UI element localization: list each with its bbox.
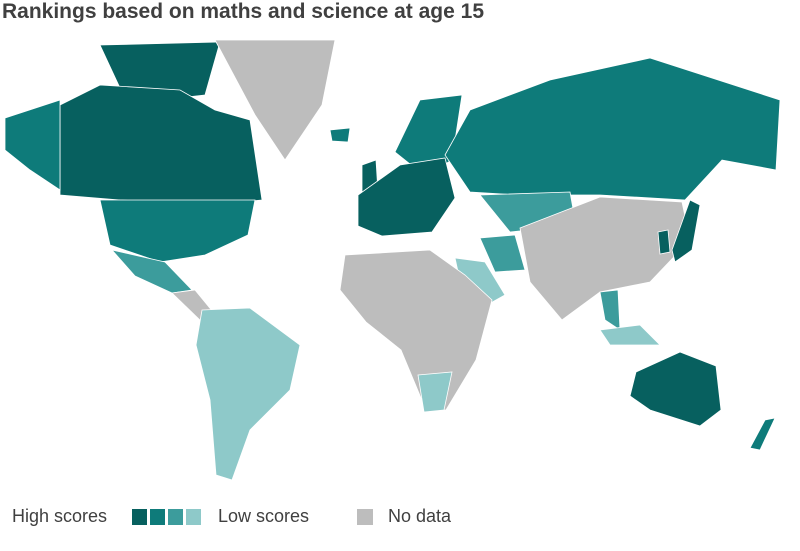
usa: [99, 199, 256, 263]
legend-swatch: [132, 509, 147, 525]
iceland: [329, 127, 351, 143]
iran: [479, 234, 526, 273]
legend-no-data-label: No data: [388, 506, 452, 526]
south-america: [195, 307, 301, 481]
new-zealand: [749, 417, 776, 451]
australia: [629, 351, 722, 427]
southeast-asia: [599, 289, 621, 331]
legend-no-data-swatch: [357, 509, 373, 525]
south-africa: [417, 371, 453, 413]
africa: [339, 249, 493, 411]
alaska: [4, 99, 61, 191]
japan: [671, 199, 701, 263]
legend-high-label: High scores: [12, 506, 107, 526]
map-title: Rankings based on maths and science at a…: [2, 0, 485, 23]
east-asia: [519, 196, 691, 321]
korea: [657, 229, 671, 255]
world-map: [4, 39, 781, 481]
russia: [444, 57, 781, 201]
greenland: [214, 39, 336, 161]
legend-swatch: [186, 509, 201, 525]
legend-swatch: [168, 509, 183, 525]
legend-low-label: Low scores: [218, 506, 309, 526]
europe: [357, 157, 456, 237]
indonesia: [599, 324, 661, 346]
canada: [59, 84, 263, 206]
legend-swatch: [150, 509, 165, 525]
